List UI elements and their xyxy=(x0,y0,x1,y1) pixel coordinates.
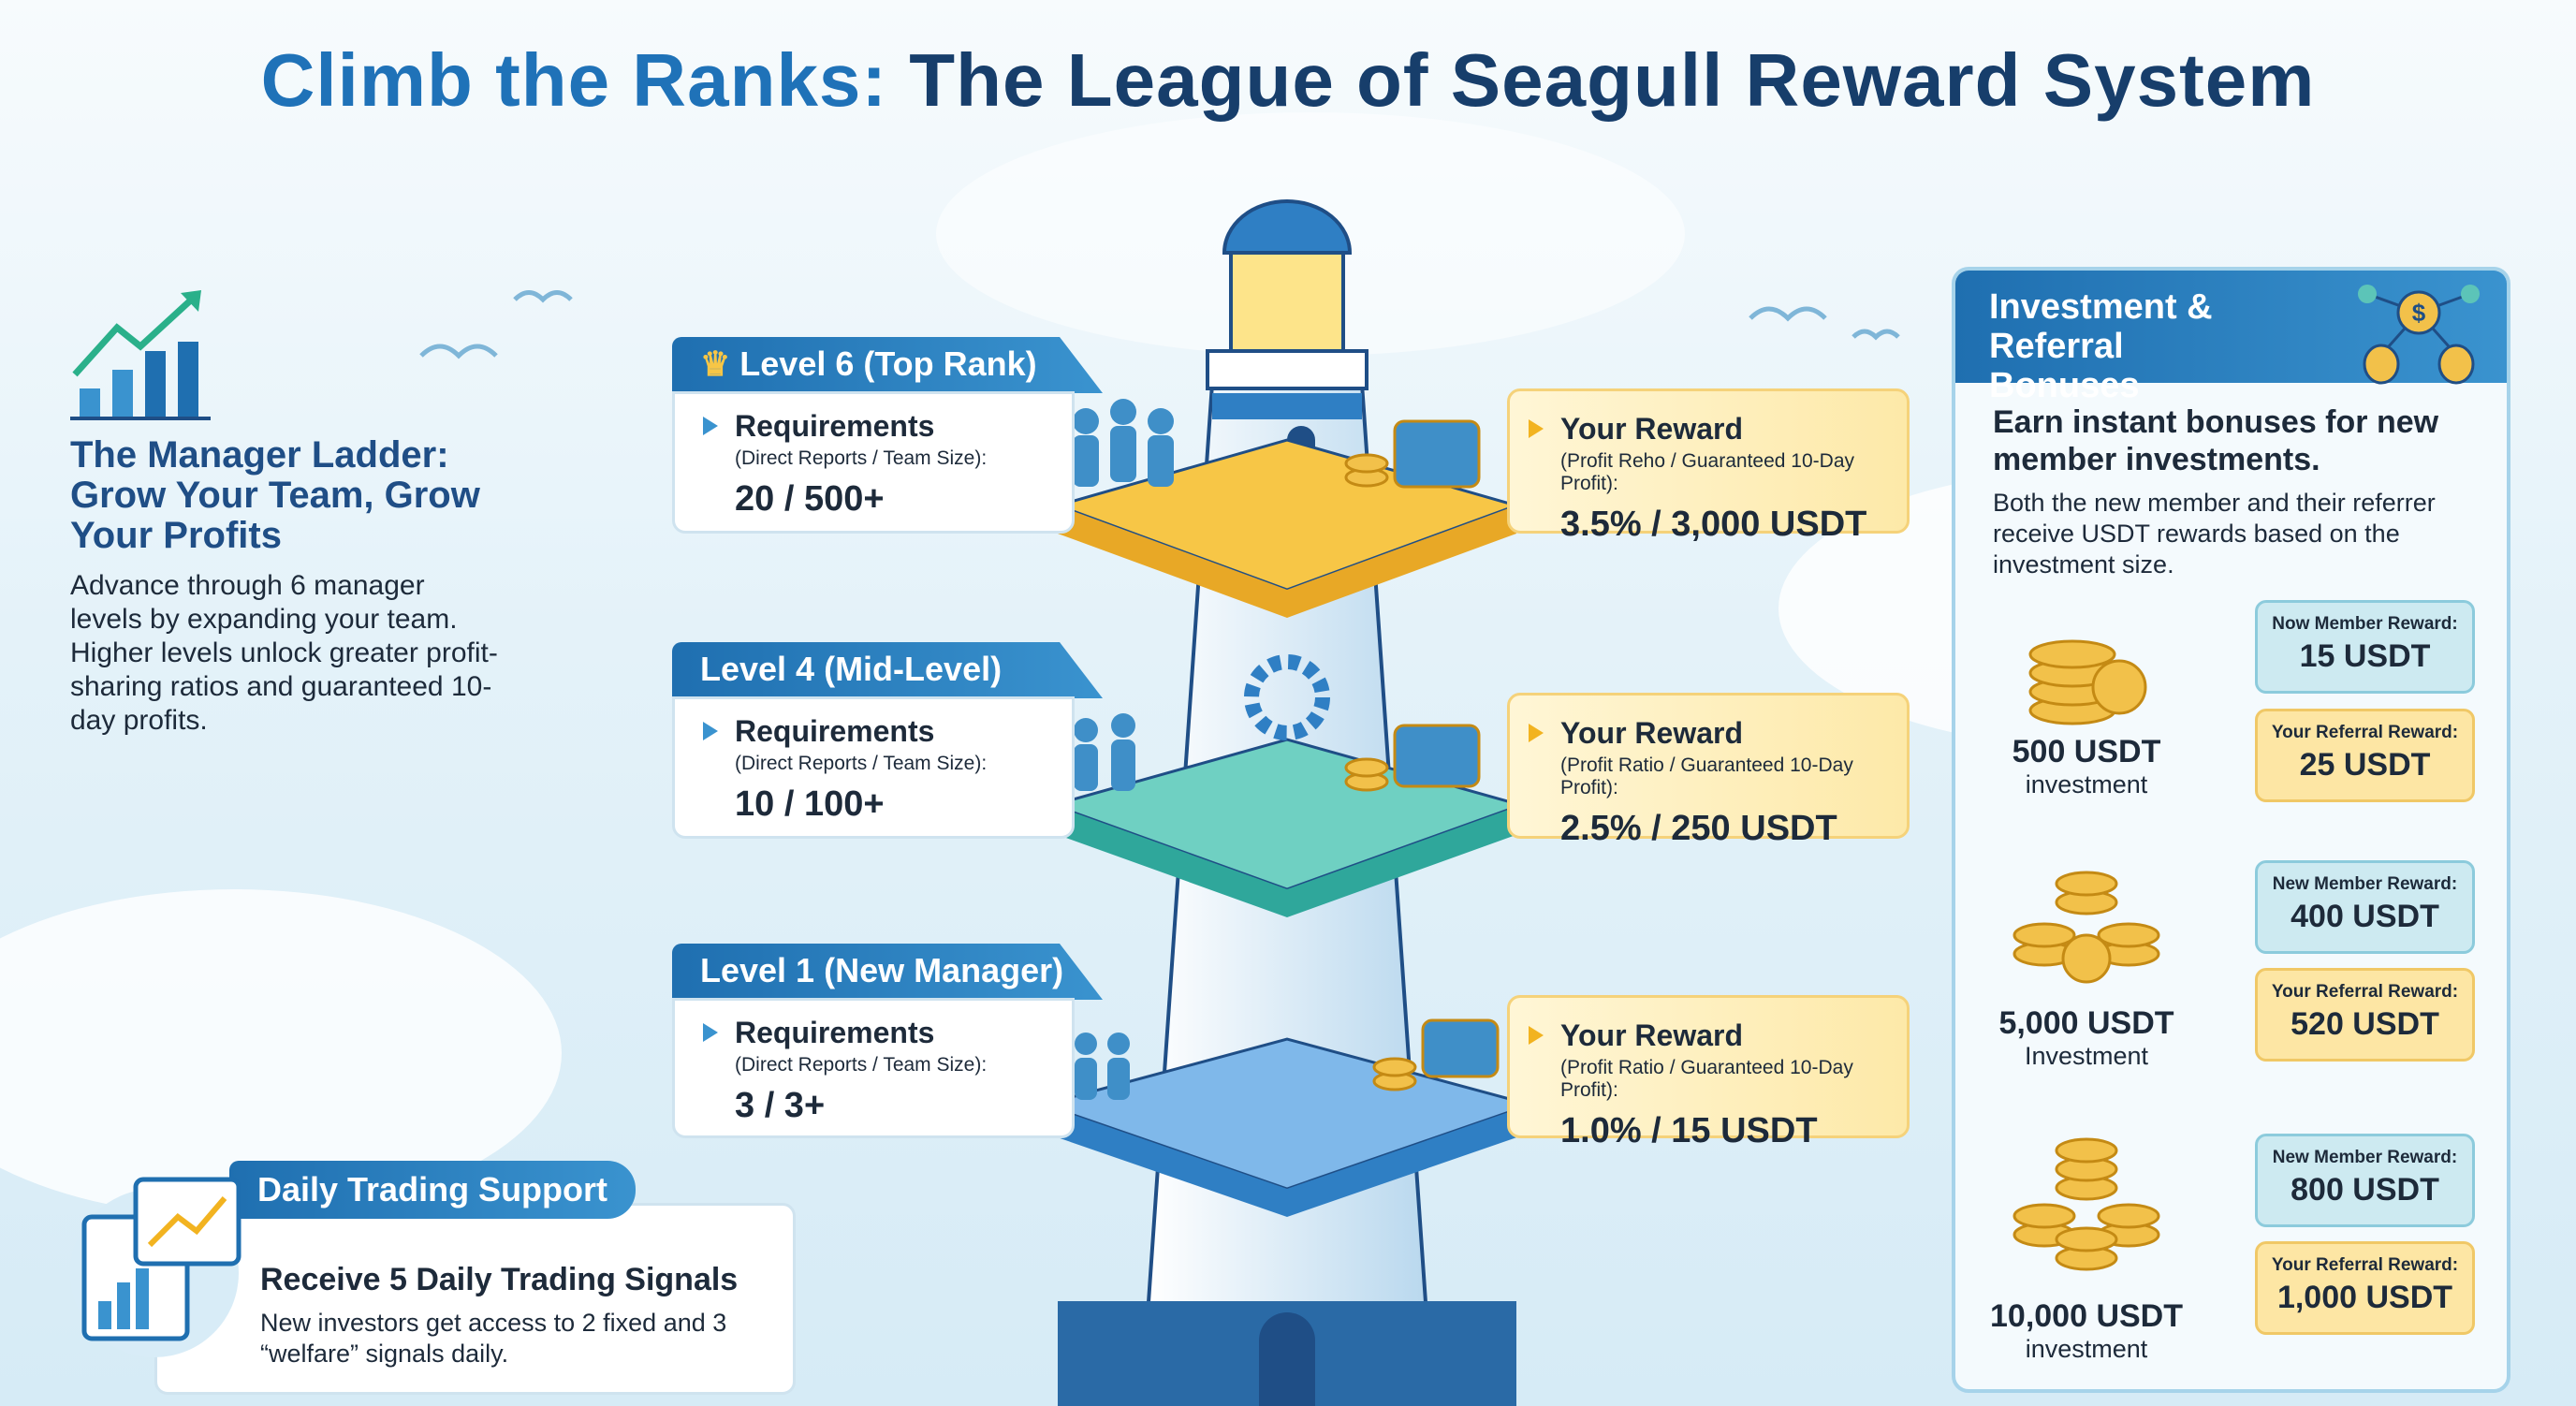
ladder-heading: The Manager Ladder: Grow Your Team, Grow… xyxy=(70,434,480,556)
ladder-description: Advance through 6 manager levels by expa… xyxy=(70,570,498,736)
level-4-tab: Level 4 (Mid-Level) xyxy=(672,642,1103,698)
reward-sub: (Profit Ratio / Guaranteed 10-Day Profit… xyxy=(1560,1057,1853,1101)
label: Your Referral Reward: xyxy=(2271,1255,2459,1275)
amount-label: Investment xyxy=(2024,1042,2149,1070)
amount: 5,000 USDT xyxy=(1998,1005,2174,1041)
reward-value: 2.5% / 250 USDT xyxy=(1560,809,1837,848)
bonus-panel: Investment & Referral Bonuses $ Earn ins… xyxy=(1952,267,2510,1393)
growth-chart-icon xyxy=(70,290,211,420)
lighthouse-illustration xyxy=(1038,199,1536,1406)
label: Your Referral Reward: xyxy=(2271,982,2459,1002)
requirements-box: Requirements (Direct Reports / Team Size)… xyxy=(672,998,1075,1138)
value: 15 USDT xyxy=(2299,638,2431,674)
value: 25 USDT xyxy=(2299,747,2431,783)
amount: 10,000 USDT xyxy=(1990,1298,2183,1334)
requirements-value: 10 / 100+ xyxy=(735,784,885,824)
referral-reward: Your Referral Reward: 520 USDT xyxy=(2255,968,2475,1062)
value: 800 USDT xyxy=(2291,1172,2439,1208)
reward-sub: (Profit Ratio / Guaranteed 10-Day Profit… xyxy=(1560,754,1853,798)
coin-stack-icon xyxy=(2012,871,2160,984)
value: 520 USDT xyxy=(2291,1006,2439,1042)
reward-box: Your Reward (Profit Reho / Guaranteed 10-… xyxy=(1507,388,1910,544)
title-rest: The League of Seagull Reward System xyxy=(887,38,2316,122)
coin-stack-icon xyxy=(2028,639,2147,725)
daily-card: Receive 5 Daily Trading Signals New inves… xyxy=(154,1203,796,1395)
label: Your Referral Reward: xyxy=(2271,723,2459,742)
requirements-value: 20 / 500+ xyxy=(735,479,885,519)
level-title: Level 6 (Top Rank) xyxy=(739,344,1037,383)
coin-stack-icon xyxy=(2012,1137,2160,1271)
crown-icon: ♛ xyxy=(700,344,740,383)
label: Now Member Reward: xyxy=(2272,614,2458,634)
new-member-reward: New Member Reward: 400 USDT xyxy=(2255,860,2475,954)
requirements-sub: (Direct Reports / Team Size): xyxy=(735,447,988,469)
daily-trading-support: Receive 5 Daily Trading Signals New inves… xyxy=(70,1161,796,1395)
amount-label: investment xyxy=(2025,1335,2148,1363)
investment-amount: 10,000 USDT investment xyxy=(1969,1298,2203,1364)
requirements-box: Requirements (Direct Reports / Team Size)… xyxy=(672,696,1075,839)
requirements-label: Requirements xyxy=(703,714,1072,749)
referral-reward: Your Referral Reward: 25 USDT xyxy=(2255,709,2475,802)
bonus-header: Investment & Referral Bonuses xyxy=(1989,287,2213,405)
level-1-tab: Level 1 (New Manager) xyxy=(672,944,1103,1000)
title-highlight: Climb the Ranks: xyxy=(260,38,888,122)
investment-amount: 5,000 USDT Investment xyxy=(1969,1005,2203,1071)
seagull-icons xyxy=(419,290,1900,359)
daily-description: New investors get access to 2 fixed and … xyxy=(260,1309,727,1368)
requirements-label: Requirements xyxy=(703,409,1072,444)
amount: 500 USDT xyxy=(2012,734,2161,769)
money-network-icon: $ xyxy=(2358,285,2480,385)
reward-label: Your Reward xyxy=(1529,716,1907,751)
requirements-sub: (Direct Reports / Team Size): xyxy=(735,1054,988,1076)
reward-label: Your Reward xyxy=(1529,412,1907,447)
new-member-reward: Now Member Reward: 15 USDT xyxy=(2255,600,2475,694)
requirements-value: 3 / 3+ xyxy=(735,1086,826,1125)
reward-label: Your Reward xyxy=(1529,1018,1907,1053)
value: 400 USDT xyxy=(2291,899,2439,934)
bonus-heading: Earn instant bonuses for new member inve… xyxy=(1993,404,2439,477)
new-member-reward: New Member Reward: 800 USDT xyxy=(2255,1134,2475,1227)
investment-amount: 500 USDT investment xyxy=(1969,734,2203,799)
amount-label: investment xyxy=(2025,770,2148,798)
requirements-label: Requirements xyxy=(703,1016,1072,1050)
daily-heading: Receive 5 Daily Trading Signals xyxy=(260,1262,739,1297)
reward-sub: (Profit Reho / Guaranteed 10-Day Profit)… xyxy=(1560,450,1854,494)
reward-box: Your Reward (Profit Ratio / Guaranteed 10… xyxy=(1507,995,1910,1150)
reward-box: Your Reward (Profit Ratio / Guaranteed 10… xyxy=(1507,693,1910,848)
reward-value: 1.0% / 15 USDT xyxy=(1560,1111,1818,1150)
requirements-box: Requirements (Direct Reports / Team Size)… xyxy=(672,391,1075,534)
referral-reward: Your Referral Reward: 1,000 USDT xyxy=(2255,1241,2475,1335)
level-6-tab: ♛ Level 6 (Top Rank) xyxy=(672,337,1103,393)
bonus-description: Both the new member and their referrer r… xyxy=(1993,489,2436,579)
trading-dashboard-icon xyxy=(70,1177,242,1357)
page-title: Climb the Ranks: The League of Seagull R… xyxy=(0,37,2576,124)
svg-text:$: $ xyxy=(2412,299,2426,327)
requirements-sub: (Direct Reports / Team Size): xyxy=(735,753,988,774)
label: New Member Reward: xyxy=(2272,874,2458,894)
value: 1,000 USDT xyxy=(2276,1280,2453,1315)
daily-tab: Daily Trading Support xyxy=(229,1161,637,1219)
label: New Member Reward: xyxy=(2272,1148,2458,1167)
reward-value: 3.5% / 3,000 USDT xyxy=(1560,505,1867,544)
